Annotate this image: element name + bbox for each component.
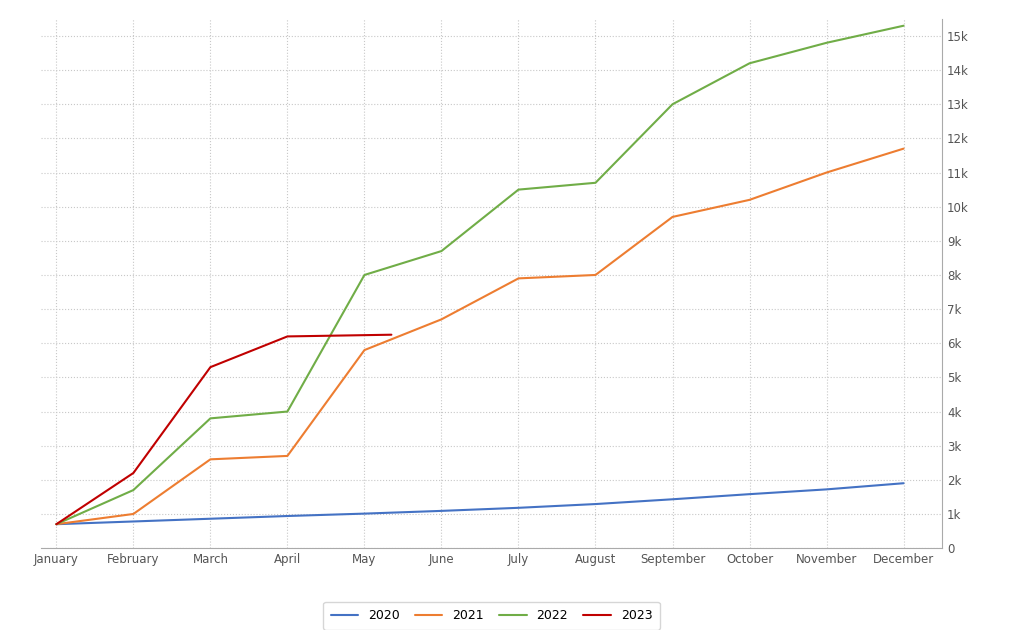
Line: 2020: 2020 bbox=[56, 483, 903, 524]
2022 bbox=[127, 486, 139, 494]
Line: 2023: 2023 bbox=[56, 335, 391, 524]
Line: 2022: 2022 bbox=[56, 26, 903, 524]
2021 bbox=[50, 520, 62, 528]
2020 bbox=[282, 512, 294, 520]
2022 bbox=[820, 39, 833, 47]
2023 bbox=[204, 364, 216, 371]
2021 bbox=[358, 346, 371, 354]
2021 bbox=[435, 316, 447, 323]
2020 bbox=[358, 510, 371, 517]
Line: 2021: 2021 bbox=[56, 149, 903, 524]
2020 bbox=[743, 490, 756, 498]
2020 bbox=[50, 520, 62, 528]
2022 bbox=[743, 59, 756, 67]
2023 bbox=[127, 469, 139, 477]
2021 bbox=[204, 455, 216, 463]
2020 bbox=[820, 486, 833, 493]
2023 bbox=[282, 333, 294, 340]
2020 bbox=[435, 507, 447, 515]
Legend: 2020, 2021, 2022, 2023: 2020, 2021, 2022, 2023 bbox=[324, 602, 659, 630]
2021 bbox=[743, 196, 756, 203]
2021 bbox=[282, 452, 294, 460]
2022 bbox=[667, 100, 679, 108]
2022 bbox=[897, 22, 909, 30]
2023 bbox=[50, 520, 62, 528]
2023 bbox=[385, 331, 397, 338]
2022 bbox=[590, 179, 602, 186]
2022 bbox=[282, 408, 294, 415]
2020 bbox=[897, 479, 909, 487]
2022 bbox=[358, 271, 371, 278]
2022 bbox=[512, 186, 524, 193]
2020 bbox=[667, 496, 679, 503]
2020 bbox=[127, 518, 139, 525]
2021 bbox=[512, 275, 524, 282]
2020 bbox=[204, 515, 216, 522]
2022 bbox=[204, 415, 216, 422]
2021 bbox=[590, 271, 602, 278]
2022 bbox=[50, 520, 62, 528]
2021 bbox=[667, 213, 679, 220]
2020 bbox=[512, 504, 524, 512]
2021 bbox=[820, 169, 833, 176]
2021 bbox=[127, 510, 139, 518]
2021 bbox=[897, 145, 909, 152]
2022 bbox=[435, 248, 447, 255]
2020 bbox=[590, 500, 602, 508]
